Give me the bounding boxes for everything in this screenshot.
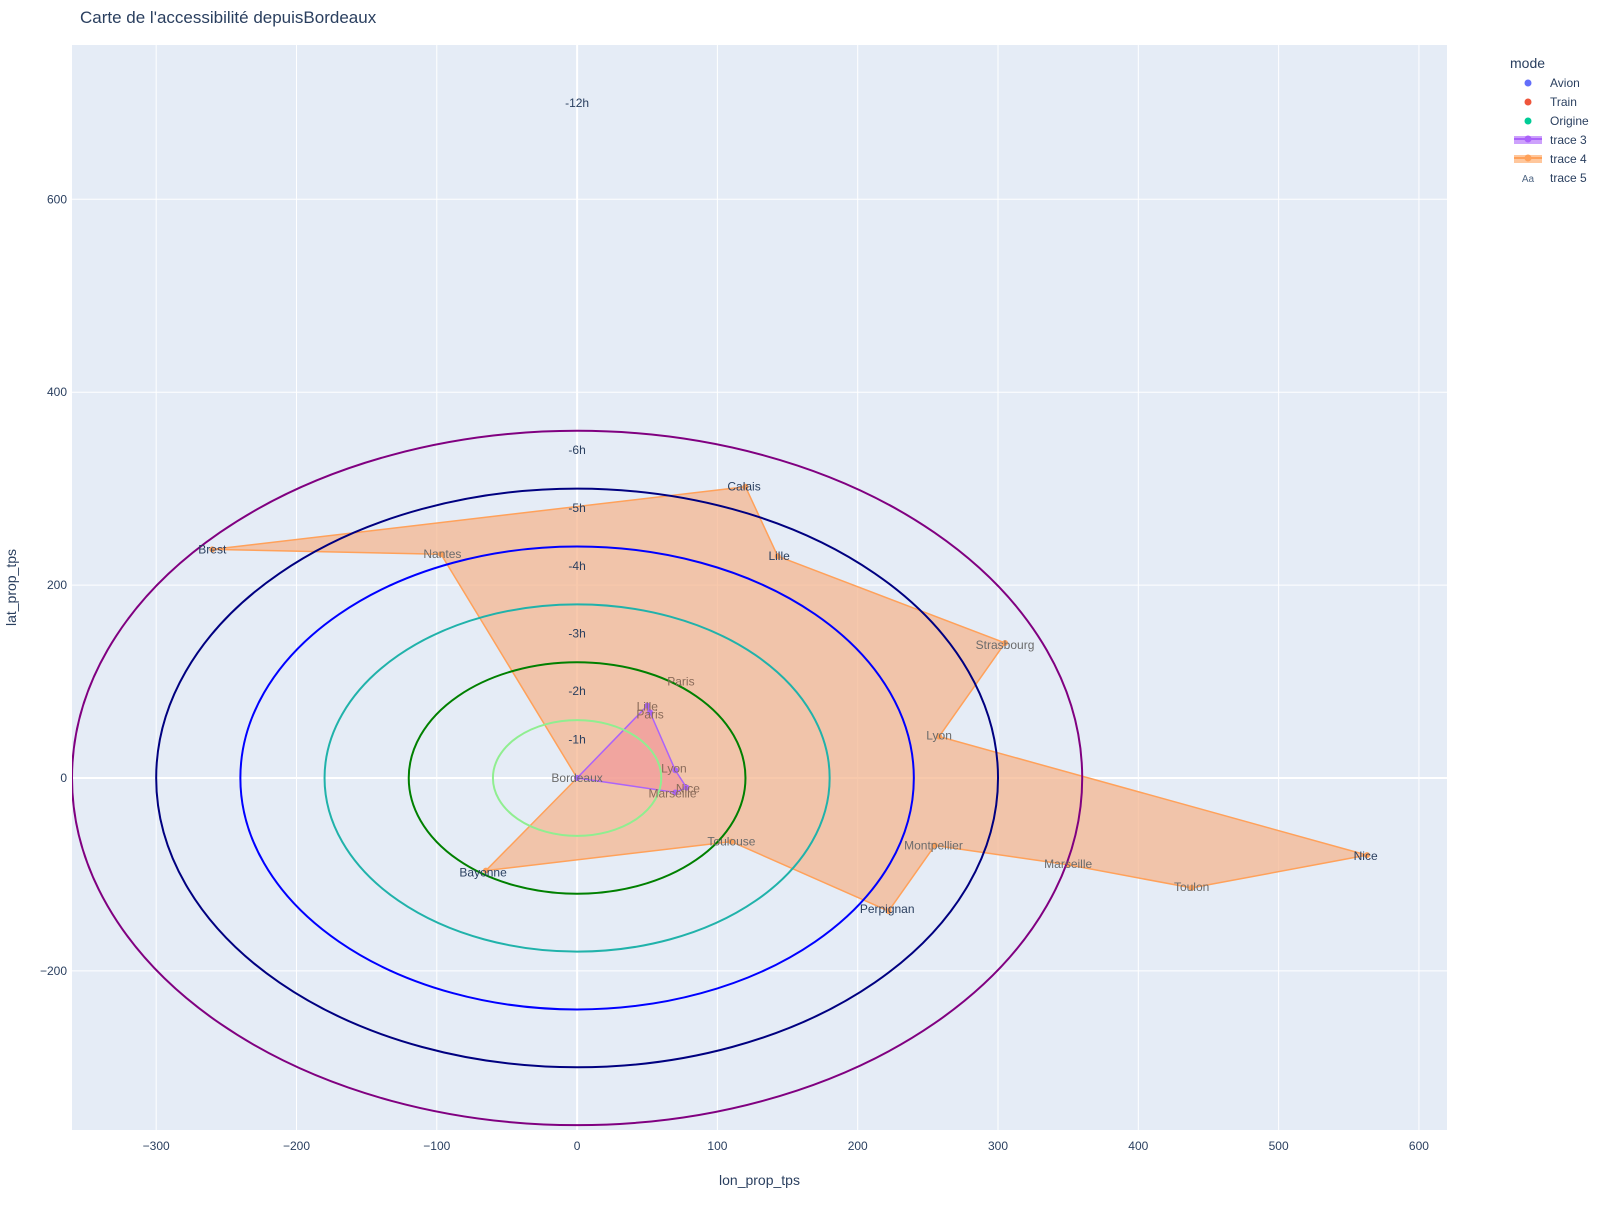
ring-label: -3h (568, 626, 585, 640)
series-point (672, 767, 679, 774)
chart-title: Carte de l'accessibilité depuisBordeaux (80, 8, 377, 27)
legend-label: trace 3 (1550, 133, 1587, 147)
legend-label: trace 5 (1550, 171, 1587, 185)
legend-item-origine: Origine (1524, 114, 1589, 128)
city-label: Toulon (1174, 880, 1209, 894)
legend-label: Origine (1550, 114, 1589, 128)
legend-item-trace-3: trace 3 (1514, 133, 1587, 147)
ring-label: -4h (568, 559, 585, 573)
city-label: Lille (637, 700, 659, 714)
x-tick-label: −200 (283, 1139, 310, 1153)
ring-label: -12h (565, 96, 589, 110)
city-label: Nice (1354, 849, 1378, 863)
city-label: Nice (676, 782, 700, 796)
series-point (774, 553, 781, 560)
city-label: Marseille (649, 786, 697, 800)
legend-marker (1524, 98, 1532, 106)
legend-marker (1524, 79, 1532, 87)
y-tick-label: 200 (47, 578, 67, 592)
city-label: Nantes (423, 547, 461, 561)
series-point (647, 709, 654, 716)
plot-layer: -1h-2h-3h-4h-5h-6h-12hBordeauxParisLille… (72, 96, 1378, 1127)
legend-marker (1524, 154, 1532, 162)
city-label: Perpignan (860, 902, 915, 916)
city-label: Bordeaux (551, 771, 602, 785)
x-tick-label: 200 (848, 1139, 868, 1153)
legend-item-avion: Avion (1524, 76, 1580, 90)
series-point (931, 842, 938, 849)
city-label: Paris (667, 675, 694, 689)
city-label: Lyon (661, 761, 687, 775)
city-label: Lyon (926, 729, 952, 743)
city-label: Bayonne (459, 865, 507, 879)
city-label: Lille (768, 549, 790, 563)
legend-text-marker: Aa (1522, 174, 1535, 185)
ring-label: -6h (568, 443, 585, 457)
series-point (438, 551, 445, 558)
series-point (936, 733, 943, 740)
legend-marker (1524, 117, 1532, 125)
x-tick-label: −300 (143, 1139, 170, 1153)
y-tick-label: 0 (60, 771, 67, 785)
time-ring-3h (323, 603, 831, 953)
legend-title: mode (1510, 55, 1545, 71)
city-label: Paris (636, 707, 663, 721)
time-ring-1h (491, 719, 663, 837)
ring-label: -5h (568, 501, 585, 515)
series-point (672, 789, 679, 796)
legend-label: trace 4 (1550, 152, 1587, 166)
city-label: Strasbourg (976, 638, 1035, 652)
ring-label: -1h (568, 732, 585, 746)
time-ring-2h (407, 661, 747, 895)
legend-item-trace-5: Aa trace 5 (1522, 171, 1587, 185)
series-point (574, 774, 581, 781)
series-point (728, 838, 735, 845)
series-point (1002, 639, 1009, 646)
y-tick-label: −200 (40, 964, 67, 978)
legend-item-trace-4: trace 4 (1514, 152, 1587, 166)
x-tick-label: 400 (1128, 1139, 1148, 1153)
city-label: Montpellier (904, 838, 963, 852)
legend-marker (1524, 135, 1532, 143)
x-tick-label: −100 (423, 1139, 450, 1153)
x-tick-label: 600 (1409, 1139, 1429, 1153)
time-ring-5h (155, 487, 1000, 1069)
x-tick-label: 300 (988, 1139, 1008, 1153)
x-tick-label: 100 (707, 1139, 727, 1153)
legend-label: Train (1550, 95, 1577, 109)
series-point (742, 483, 749, 490)
series-point (209, 546, 216, 553)
city-label: Calais (727, 480, 760, 494)
legend-label: Avion (1550, 76, 1580, 90)
series-point (1364, 852, 1371, 859)
series-point (644, 702, 651, 709)
y-axis-title: lat_prop_tps (3, 549, 19, 626)
time-ring-6h (72, 429, 1084, 1127)
city-label: Toulouse (707, 835, 755, 849)
series-point (482, 867, 489, 874)
city-label: Brest (198, 542, 227, 556)
legend-item-train: Train (1524, 95, 1577, 109)
x-axis-title: lon_prop_tps (719, 1172, 800, 1188)
x-tick-label: 500 (1269, 1139, 1289, 1153)
series-point (1188, 884, 1195, 891)
ring-label: -2h (568, 684, 585, 698)
time-ring-4h (239, 545, 915, 1011)
x-tick-label: 0 (574, 1139, 581, 1153)
series-point (885, 908, 892, 915)
city-label: Marseille (1044, 857, 1092, 871)
y-tick-label: 400 (47, 385, 67, 399)
y-tick-label: 600 (47, 192, 67, 206)
series-point (683, 784, 690, 791)
